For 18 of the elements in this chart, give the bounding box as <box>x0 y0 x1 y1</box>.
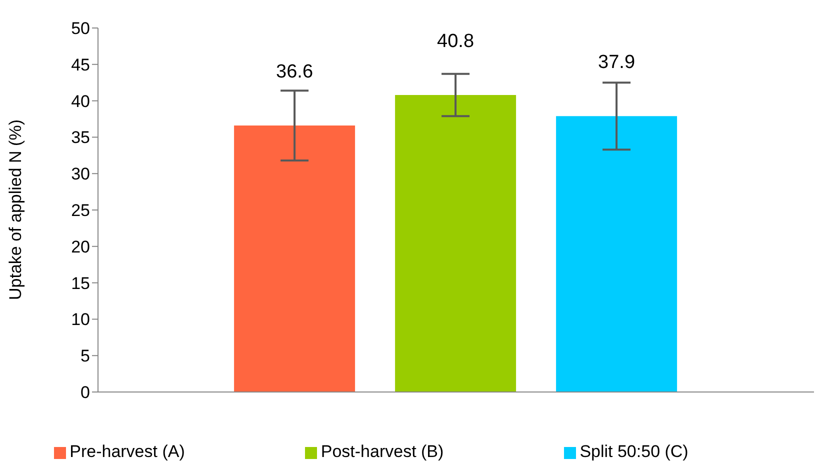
y-tick-label: 45 <box>71 55 90 74</box>
y-tick-label: 5 <box>80 346 90 366</box>
y-tick-label: 25 <box>71 201 90 220</box>
data-label: 36.6 <box>276 62 314 83</box>
y-axis-title: Uptake of applied N (%) <box>6 120 26 300</box>
data-label: 37.9 <box>598 52 636 74</box>
y-tick-label: 10 <box>71 310 90 330</box>
y-tick-label: 0 <box>80 383 90 402</box>
y-tick-label: 15 <box>71 274 90 293</box>
legend-label: Pre-harvest (A) <box>70 442 185 461</box>
y-tick-label: 40 <box>71 92 90 111</box>
legend-label: Post-harvest (B) <box>320 442 444 461</box>
data-label: 40.8 <box>437 30 474 52</box>
y-tick-label: 35 <box>71 128 90 148</box>
y-tick-label: 30 <box>71 164 90 184</box>
y-tick-label: 20 <box>71 237 90 256</box>
legend-label: Split 50:50 (C) <box>580 442 688 461</box>
y-tick-label: 50 <box>71 19 90 38</box>
